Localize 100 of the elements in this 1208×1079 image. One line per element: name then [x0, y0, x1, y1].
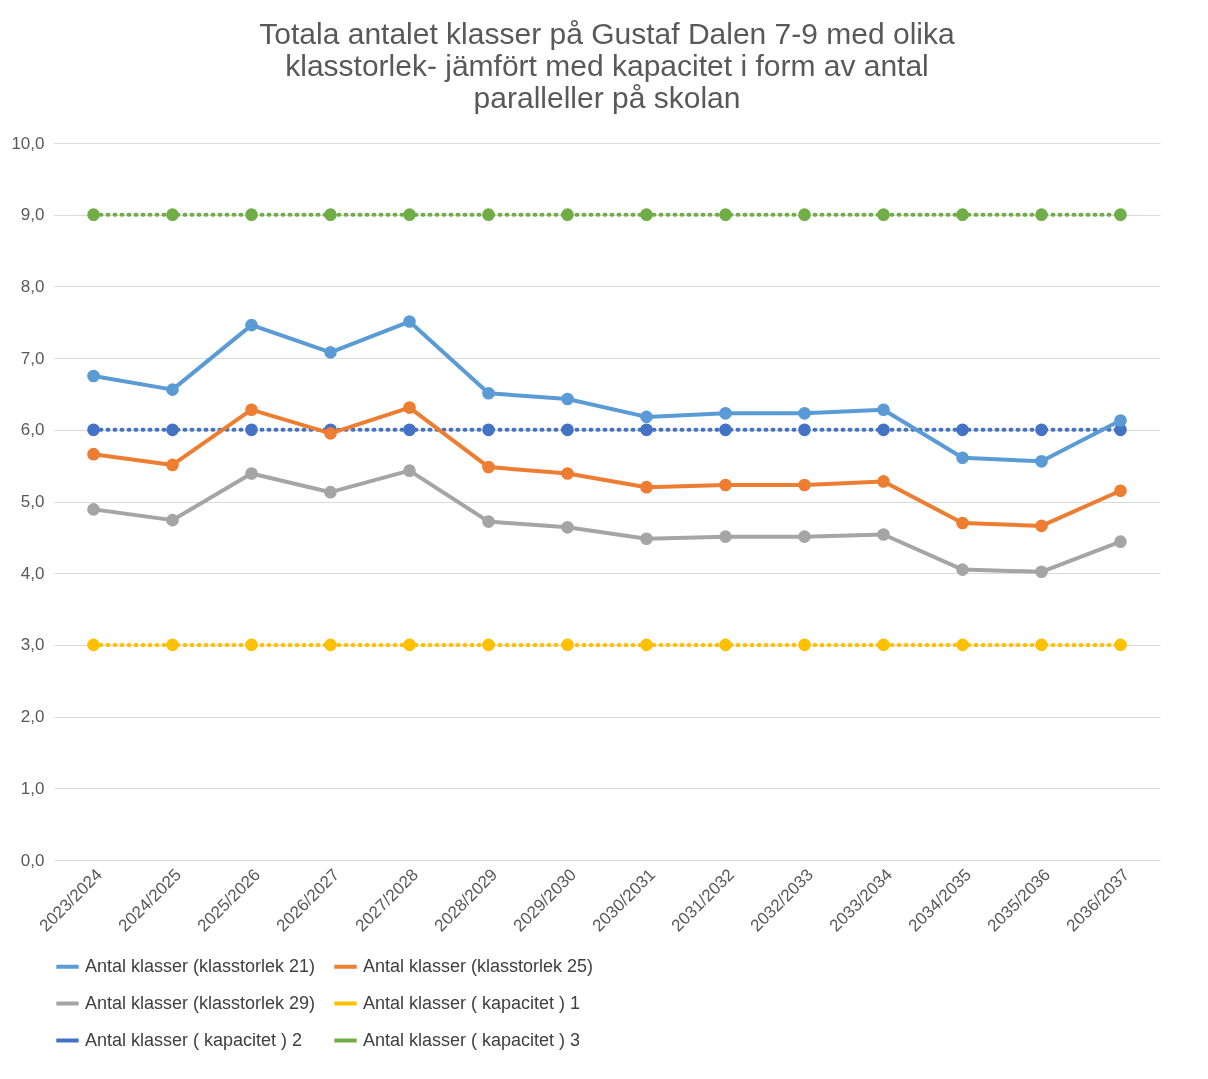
point	[640, 638, 653, 652]
point	[956, 516, 969, 530]
point	[482, 460, 495, 474]
point	[877, 528, 890, 541]
point	[324, 427, 337, 440]
point	[877, 208, 890, 222]
y-tick-label: 0,0	[20, 850, 45, 870]
point	[561, 638, 574, 652]
point	[640, 532, 653, 546]
y-tick-label: 4,0	[20, 563, 45, 583]
point	[1035, 519, 1048, 533]
point	[1114, 638, 1127, 652]
point	[1114, 484, 1127, 498]
point	[482, 638, 495, 652]
point	[719, 208, 732, 222]
point	[956, 208, 969, 222]
y-tick-label: 2,0	[20, 707, 45, 727]
y-tick-label: 1,0	[20, 778, 45, 798]
point	[245, 208, 258, 222]
point	[1035, 208, 1048, 222]
point	[166, 638, 179, 652]
point	[561, 423, 574, 437]
point	[561, 521, 574, 534]
point	[1035, 455, 1048, 468]
point	[640, 480, 653, 494]
point	[719, 638, 732, 652]
point	[719, 423, 732, 437]
y-tick-label: 7,0	[20, 348, 45, 368]
point	[403, 401, 416, 414]
point	[798, 423, 811, 437]
point	[245, 638, 258, 652]
point	[798, 208, 811, 222]
point	[87, 369, 100, 383]
legend-label: Antal klasser ( kapacitet ) 1	[363, 992, 581, 1013]
point	[403, 208, 416, 222]
point	[1035, 638, 1048, 652]
point	[87, 447, 100, 461]
point	[719, 530, 732, 543]
point	[877, 423, 890, 437]
point	[1035, 423, 1048, 437]
point	[877, 475, 890, 488]
point	[561, 392, 574, 406]
point	[561, 208, 574, 222]
point	[87, 208, 100, 222]
point	[640, 423, 653, 437]
point	[877, 403, 890, 417]
point	[956, 563, 969, 576]
point	[87, 638, 100, 652]
point	[245, 403, 258, 417]
point	[798, 530, 811, 543]
point	[956, 451, 969, 465]
point	[798, 478, 811, 492]
point	[403, 638, 416, 652]
legend-label: Antal klasser ( kapacitet ) 3	[363, 1029, 581, 1050]
point	[482, 208, 495, 222]
y-tick-label: 6,0	[20, 420, 45, 440]
point	[324, 485, 337, 499]
point	[166, 513, 179, 527]
point	[324, 208, 337, 222]
y-tick-label: 3,0	[20, 635, 45, 655]
point	[166, 383, 179, 396]
legend-label: Antal klasser (klasstorlek 25)	[363, 955, 594, 976]
point	[1035, 565, 1048, 579]
point	[956, 423, 969, 437]
point	[166, 458, 179, 472]
point	[719, 407, 732, 420]
legend-label: Antal klasser (klasstorlek 21)	[85, 955, 316, 976]
point	[245, 318, 258, 332]
legend-label: Antal klasser (klasstorlek 29)	[85, 992, 316, 1013]
point	[245, 467, 258, 480]
y-tick-label: 5,0	[20, 492, 45, 511]
point	[324, 638, 337, 652]
point	[640, 410, 653, 424]
point	[956, 638, 969, 652]
point	[798, 638, 811, 652]
point	[166, 423, 179, 437]
point	[561, 467, 574, 480]
legend-label: Antal klasser ( kapacitet ) 2	[85, 1029, 303, 1050]
point	[482, 386, 495, 400]
point	[1114, 208, 1127, 222]
point	[798, 407, 811, 420]
point	[1114, 535, 1127, 548]
chart-title: Totala antalet klasser på Gustaf Dalen 7-9 med olika klasstorlek- jämfört med kapacitet i form av antal paralleller på skolan	[259, 17, 955, 114]
y-tick-label: 9,0	[20, 205, 45, 225]
y-tick-label: 10,0	[11, 133, 45, 153]
point	[166, 208, 179, 222]
point	[245, 423, 258, 437]
point	[403, 464, 416, 477]
point	[482, 423, 495, 437]
point	[482, 515, 495, 528]
point	[324, 346, 337, 359]
point	[87, 423, 100, 437]
point	[403, 423, 416, 437]
y-tick-label: 8,0	[20, 276, 45, 296]
point	[640, 208, 653, 222]
point	[719, 478, 732, 492]
point	[87, 503, 100, 516]
point	[877, 638, 890, 652]
point	[403, 315, 416, 328]
point	[1114, 414, 1127, 427]
